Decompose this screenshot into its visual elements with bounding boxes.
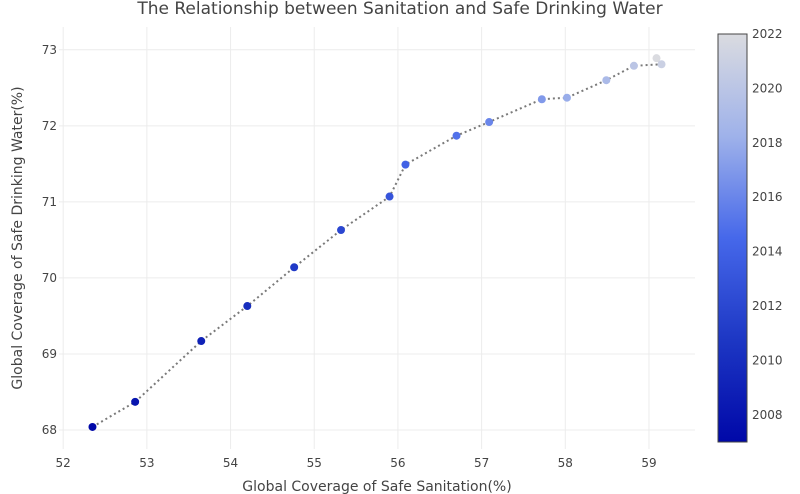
colorbar-tick-label: 2016 — [752, 190, 783, 204]
data-point — [385, 192, 394, 201]
y-axis-ticks: 68 69 70 71 72 73 — [42, 43, 57, 437]
x-tick-label: 59 — [641, 456, 656, 470]
data-points — [88, 54, 666, 431]
data-point — [88, 422, 97, 431]
x-tick-label: 57 — [474, 456, 489, 470]
data-point — [602, 76, 611, 85]
y-tick-label: 68 — [42, 423, 57, 437]
colorbar-tick-label: 2018 — [752, 136, 783, 150]
data-point — [131, 397, 140, 406]
y-tick-label: 70 — [42, 271, 57, 285]
colorbar-gradient — [717, 33, 748, 443]
trend-line — [91, 57, 664, 428]
data-point — [243, 302, 252, 311]
colorbar-tick-label: 2022 — [752, 27, 783, 41]
x-tick-label: 53 — [139, 456, 154, 470]
y-axis-title: Global Coverage of Safe Drinking Water(%… — [10, 86, 26, 389]
x-tick-label: 52 — [56, 456, 71, 470]
colorbar-ticks: 2008 2010 2012 2014 2016 2018 2020 2022 — [752, 27, 783, 422]
colorbar: 2008 2010 2012 2014 2016 2018 2020 2022 — [717, 27, 783, 443]
data-point — [657, 60, 666, 69]
x-axis-ticks: 52 53 54 55 56 57 58 59 — [56, 456, 657, 470]
y-tick-label: 69 — [42, 347, 57, 361]
x-tick-label: 58 — [558, 456, 573, 470]
y-tick-label: 71 — [42, 195, 57, 209]
colorbar-tick-label: 2014 — [752, 245, 783, 259]
data-point — [629, 61, 638, 70]
data-point — [452, 131, 461, 140]
x-axis-title: Global Coverage of Safe Sanitation(%) — [242, 479, 511, 494]
x-tick-label: 55 — [307, 456, 322, 470]
data-point — [290, 263, 299, 272]
data-point — [337, 226, 346, 235]
data-point — [652, 54, 661, 63]
chart-title: The Relationship between Sanitation and … — [136, 0, 662, 19]
trend-line-layer — [91, 57, 664, 428]
colorbar-tick-label: 2020 — [752, 81, 783, 95]
data-point — [537, 95, 546, 104]
colorbar-tick-label: 2012 — [752, 299, 783, 313]
x-tick-label: 54 — [223, 456, 238, 470]
x-tick-label: 56 — [390, 456, 405, 470]
colorbar-tick-label: 2010 — [752, 353, 783, 367]
data-point — [485, 118, 494, 127]
y-tick-label: 73 — [42, 43, 57, 57]
y-tick-label: 72 — [42, 119, 57, 133]
data-point — [401, 160, 410, 169]
data-point — [197, 337, 206, 346]
colorbar-tick-label: 2008 — [752, 408, 783, 422]
grid-lines — [59, 27, 695, 449]
data-point — [562, 93, 571, 102]
